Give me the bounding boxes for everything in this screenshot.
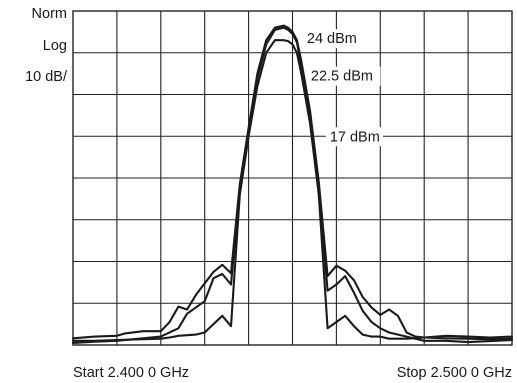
scale-label-log: Log	[43, 38, 67, 54]
trace-label-background	[325, 127, 384, 147]
chart-grid	[72, 10, 513, 346]
trace-24-dbm	[71, 24, 514, 341]
trace-label: 22.5 dBm	[311, 69, 373, 85]
trace-22-5-dbm	[71, 26, 514, 344]
trace-label-background	[302, 29, 361, 49]
scale-label-norm: Norm	[32, 6, 67, 22]
trace-group	[71, 24, 514, 344]
trace-label: 17 dBm	[330, 129, 380, 145]
stop-frequency-label: Stop 2.500 0 GHz	[397, 365, 512, 381]
scale-label-div: 10 dB/	[25, 69, 68, 85]
trace-label-background	[306, 66, 381, 86]
trace-labels: 24 dBm 22.5 dBm 17 dBm	[302, 29, 384, 147]
trace-label: 24 dBm	[307, 31, 357, 47]
start-frequency-label: Start 2.400 0 GHz	[73, 365, 189, 381]
trace-17-dbm	[71, 39, 514, 342]
